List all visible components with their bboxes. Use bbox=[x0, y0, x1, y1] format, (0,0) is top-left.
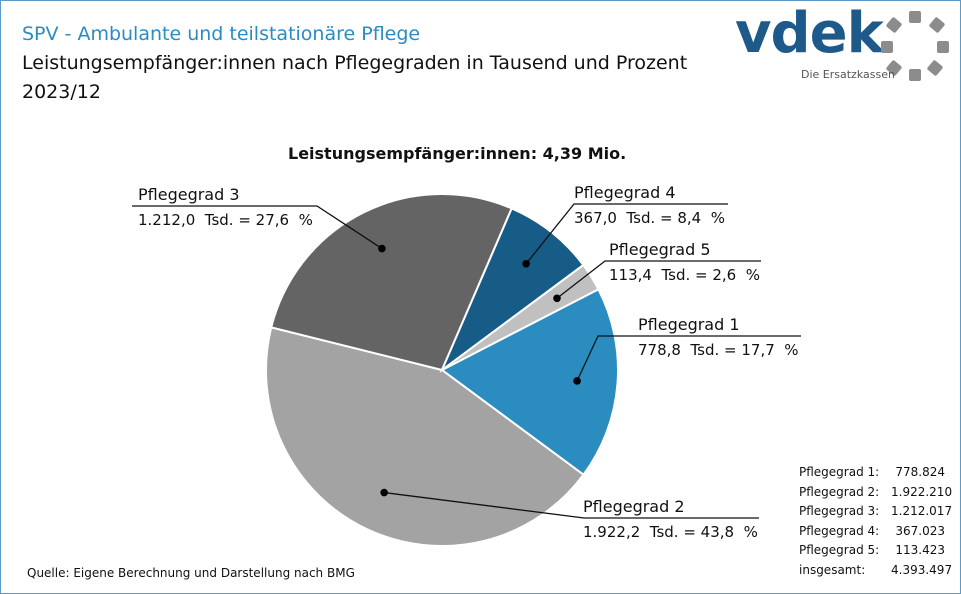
slice-label-value: 113,4 Tsd. = 2,6 % bbox=[609, 266, 760, 284]
pie-slice-2 bbox=[265, 326, 585, 547]
summary-row-value: 1.212.017 bbox=[891, 504, 953, 518]
slice-label-value: 778,8 Tsd. = 17,7 % bbox=[638, 341, 799, 359]
summary-row-label: Pflegegrad 3: bbox=[799, 504, 880, 518]
logo-tagline: Die Ersatzkassen bbox=[801, 68, 895, 81]
pie-slice-5 bbox=[441, 263, 600, 371]
leader-dot-3 bbox=[378, 244, 386, 253]
summary-row-label: Pflegegrad 4: bbox=[799, 523, 880, 538]
page-subtitle: Leistungsempfänger:innen nach Pflegegrad… bbox=[22, 52, 688, 74]
leader-dot-5 bbox=[553, 294, 561, 303]
summary-row: Pflegegrad 2: 1.922.210 bbox=[799, 483, 953, 503]
summary-row: Pflegegrad 4: 367.023 bbox=[799, 522, 945, 542]
summary-row-value: 778.824 bbox=[895, 465, 945, 479]
page-title: SPV - Ambulante und teilstationäre Pfleg… bbox=[22, 23, 421, 45]
slice-label-name: Pflegegrad 2 bbox=[583, 497, 685, 516]
slice-label-value: 1.922,2 Tsd. = 43,8 % bbox=[583, 523, 758, 541]
leader-dot-4 bbox=[522, 259, 530, 268]
vdek-logo: vdek Die Ersatzkassen bbox=[735, 1, 955, 87]
leader-dot-1 bbox=[573, 377, 581, 385]
summary-row-value: 113.423 bbox=[895, 543, 945, 557]
summary-row-value: 367.023 bbox=[895, 523, 945, 538]
source-note: Quelle: Eigene Berechnung und Darstellun… bbox=[27, 566, 355, 580]
summary-table: Pflegegrad 1: 778.824 Pflegegrad 2: 1.922.… bbox=[799, 463, 953, 581]
slice-label-value: 367,0 Tsd. = 8,4 % bbox=[574, 209, 725, 227]
leader-line-5 bbox=[556, 260, 761, 299]
period-label: 2023/12 bbox=[22, 81, 101, 103]
chart-total-label: Leistungsempfänger:innen: 4,39 Mio. bbox=[288, 144, 627, 163]
summary-row: Pflegegrad 5: 113.423 bbox=[799, 541, 945, 561]
summary-row-value: 1.922.210 bbox=[891, 484, 953, 499]
leader-dot-2 bbox=[380, 488, 388, 497]
summary-row: Pflegegrad 1: 778.824 bbox=[799, 463, 945, 483]
pie-slice-1 bbox=[440, 287, 619, 477]
slice-label-name: Pflegegrad 1 bbox=[638, 315, 740, 334]
summary-row-value: 4.393.497 bbox=[891, 562, 953, 577]
summary-row-label: Pflegegrad 5: bbox=[799, 543, 880, 557]
leader-line-2 bbox=[384, 491, 759, 519]
summary-row-total: insgesamt: 4.393.497 bbox=[799, 561, 953, 581]
slice-label-name: Pflegegrad 3 bbox=[138, 185, 240, 204]
summary-row-label: insgesamt: bbox=[799, 562, 866, 577]
leader-line-1 bbox=[576, 335, 801, 382]
leader-line-4 bbox=[525, 203, 728, 265]
leader-line-3 bbox=[132, 205, 383, 250]
logo-ring-icon bbox=[881, 11, 949, 81]
logo-wordmark: vdek bbox=[735, 1, 884, 66]
slice-label-value: 1.212,0 Tsd. = 27,6 % bbox=[138, 211, 313, 229]
summary-row-label: Pflegegrad 2: bbox=[799, 484, 880, 499]
slice-label-name: Pflegegrad 5 bbox=[609, 240, 711, 259]
summary-row-label: Pflegegrad 1: bbox=[799, 465, 880, 479]
slice-label-name: Pflegegrad 4 bbox=[574, 183, 676, 202]
pie-slice-3 bbox=[270, 193, 514, 372]
summary-row: Pflegegrad 3: 1.212.017 bbox=[799, 502, 953, 522]
